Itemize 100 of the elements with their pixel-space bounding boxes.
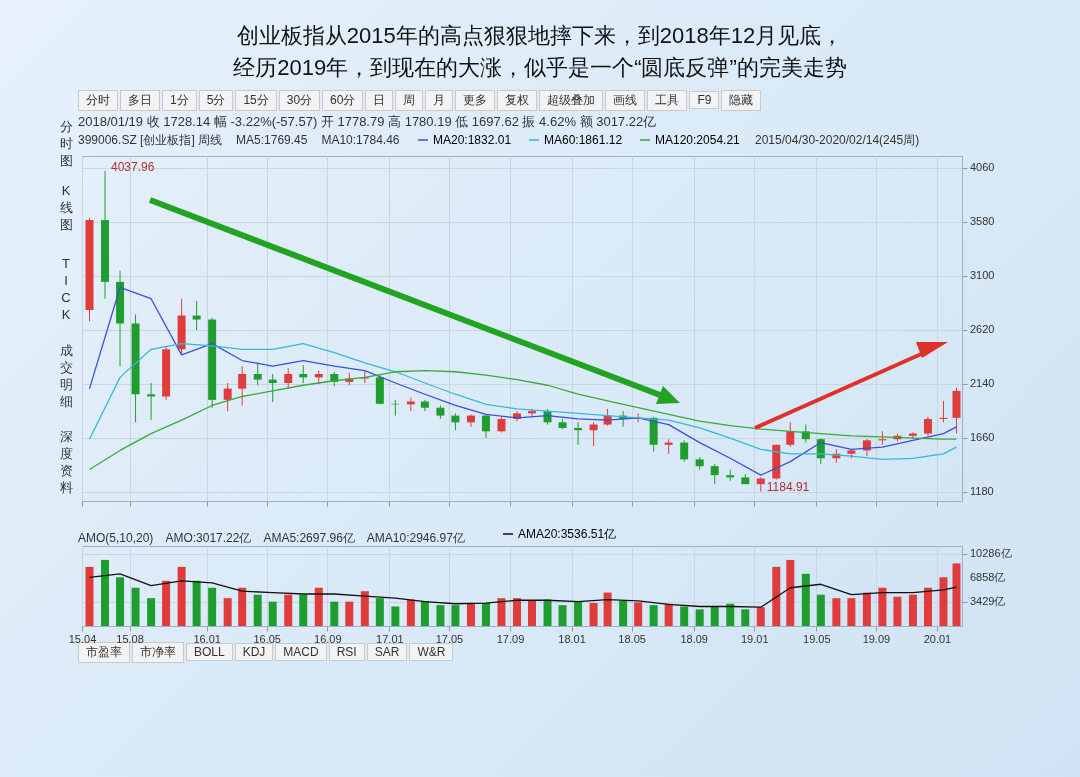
bar <box>466 603 475 626</box>
y-tick-label: 3429亿 <box>970 595 1006 608</box>
candlestick <box>238 365 247 406</box>
y-tick-label: 4060 <box>970 161 995 174</box>
x-tick-label: 16.05 <box>253 632 281 645</box>
bar <box>952 563 961 626</box>
bar <box>131 587 140 626</box>
bar <box>284 594 293 626</box>
bar <box>908 594 917 626</box>
y-tick-label: 3100 <box>970 269 995 282</box>
text: AMO:3017.22亿 <box>165 531 252 545</box>
bar <box>375 598 384 626</box>
bar <box>726 603 735 626</box>
bar <box>664 603 673 626</box>
bar <box>893 596 902 626</box>
text: K线图 <box>58 182 74 233</box>
candlestick <box>786 421 795 448</box>
legend-label: AMA20:3536.51亿 <box>518 527 617 541</box>
bar <box>923 587 932 626</box>
x-tick-label: 17.05 <box>435 632 464 645</box>
bar <box>816 594 825 626</box>
bar <box>360 591 369 626</box>
bar <box>680 606 689 626</box>
bar <box>558 605 567 626</box>
bar <box>801 573 810 626</box>
bar <box>481 603 490 626</box>
y-tick-label: 10286亿 <box>970 547 1012 560</box>
x-tick-label: 20.01 <box>923 632 952 645</box>
x-tick-label: 15.08 <box>116 632 144 645</box>
bar <box>634 602 643 626</box>
candlestick <box>680 439 689 463</box>
x-tick-label: 18.01 <box>558 632 586 645</box>
annotation: 1184.91 <box>766 480 810 495</box>
bar <box>192 580 201 626</box>
text: MA5:1769.45 <box>236 133 308 147</box>
bar <box>512 598 521 626</box>
bar <box>223 598 232 626</box>
bar <box>177 566 186 626</box>
bar <box>436 605 445 626</box>
text: 399006.SZ [创业板指] 周线 <box>78 133 223 147</box>
text: AMA10:2946.97亿 <box>366 531 465 545</box>
bar <box>391 606 400 626</box>
x-tick-label: 16.09 <box>314 632 342 645</box>
line-series <box>88 369 958 471</box>
bar <box>574 601 583 626</box>
bar <box>238 587 247 626</box>
x-tick-label: 16.01 <box>193 632 221 645</box>
bar <box>543 599 552 626</box>
bar <box>497 598 506 626</box>
bar <box>85 566 94 626</box>
bar <box>253 594 262 626</box>
candlestick <box>253 362 262 386</box>
bar <box>162 580 171 626</box>
bar <box>756 607 765 626</box>
bar <box>268 601 277 626</box>
bar <box>603 592 612 626</box>
bar <box>208 587 217 626</box>
y-tick-label: 3580 <box>970 215 995 228</box>
x-tick-label: 19.05 <box>803 632 831 645</box>
bar <box>695 609 704 626</box>
bar <box>939 577 948 626</box>
candlestick <box>284 367 293 390</box>
legend-label: MA120:2054.21 <box>655 133 741 147</box>
bar <box>420 600 429 626</box>
y-tick-label: 1180 <box>970 485 994 498</box>
x-tick-label: 17.09 <box>496 632 525 645</box>
bar <box>710 606 719 626</box>
bar <box>862 592 871 626</box>
bar <box>406 599 415 626</box>
legend-label: MA60:1861.12 <box>544 133 623 147</box>
bar <box>299 594 308 626</box>
bar <box>878 587 887 626</box>
line-series <box>88 573 958 608</box>
text: 2018/01/19 收 1728.14 幅 -3.22%(-57.57) 开 1778.79 高 1780.19 低 1697.62 振 4.62% 额 3017.22亿 <box>78 113 657 131</box>
bar <box>772 566 781 626</box>
candlestick <box>710 463 719 485</box>
candlestick <box>192 300 201 331</box>
bar <box>345 601 354 626</box>
text: TICK <box>60 255 72 323</box>
text: 分时图 <box>58 118 74 169</box>
bar <box>832 598 841 626</box>
bar <box>528 600 537 626</box>
text: 成交明细 <box>58 342 74 410</box>
bar <box>786 559 795 626</box>
bar <box>314 587 323 626</box>
x-tick-label: 19.01 <box>741 632 769 645</box>
line-series <box>88 286 958 476</box>
bar <box>649 605 658 626</box>
bar <box>330 601 339 626</box>
y-tick-label: 2140 <box>970 377 995 390</box>
y-tick-label: 6858亿 <box>970 571 1006 584</box>
text: AMA5:2697.96亿 <box>263 531 355 545</box>
text: AMO(5,10,20) <box>78 531 154 545</box>
bar <box>847 598 856 626</box>
chart-title: 创业板指从2015年的高点狠狠地摔下来，到2018年12月见底，经历2019年，到现在的大涨，似乎是一个“圆底反弹”的完美走势 <box>232 22 848 82</box>
x-tick-label: 18.05 <box>618 632 646 645</box>
text: 市盈率 市净率 BOLL KDJ MACD RSI SAR W&R <box>86 645 446 659</box>
bar <box>589 603 598 626</box>
candlestick <box>420 399 429 412</box>
bar <box>147 598 156 626</box>
